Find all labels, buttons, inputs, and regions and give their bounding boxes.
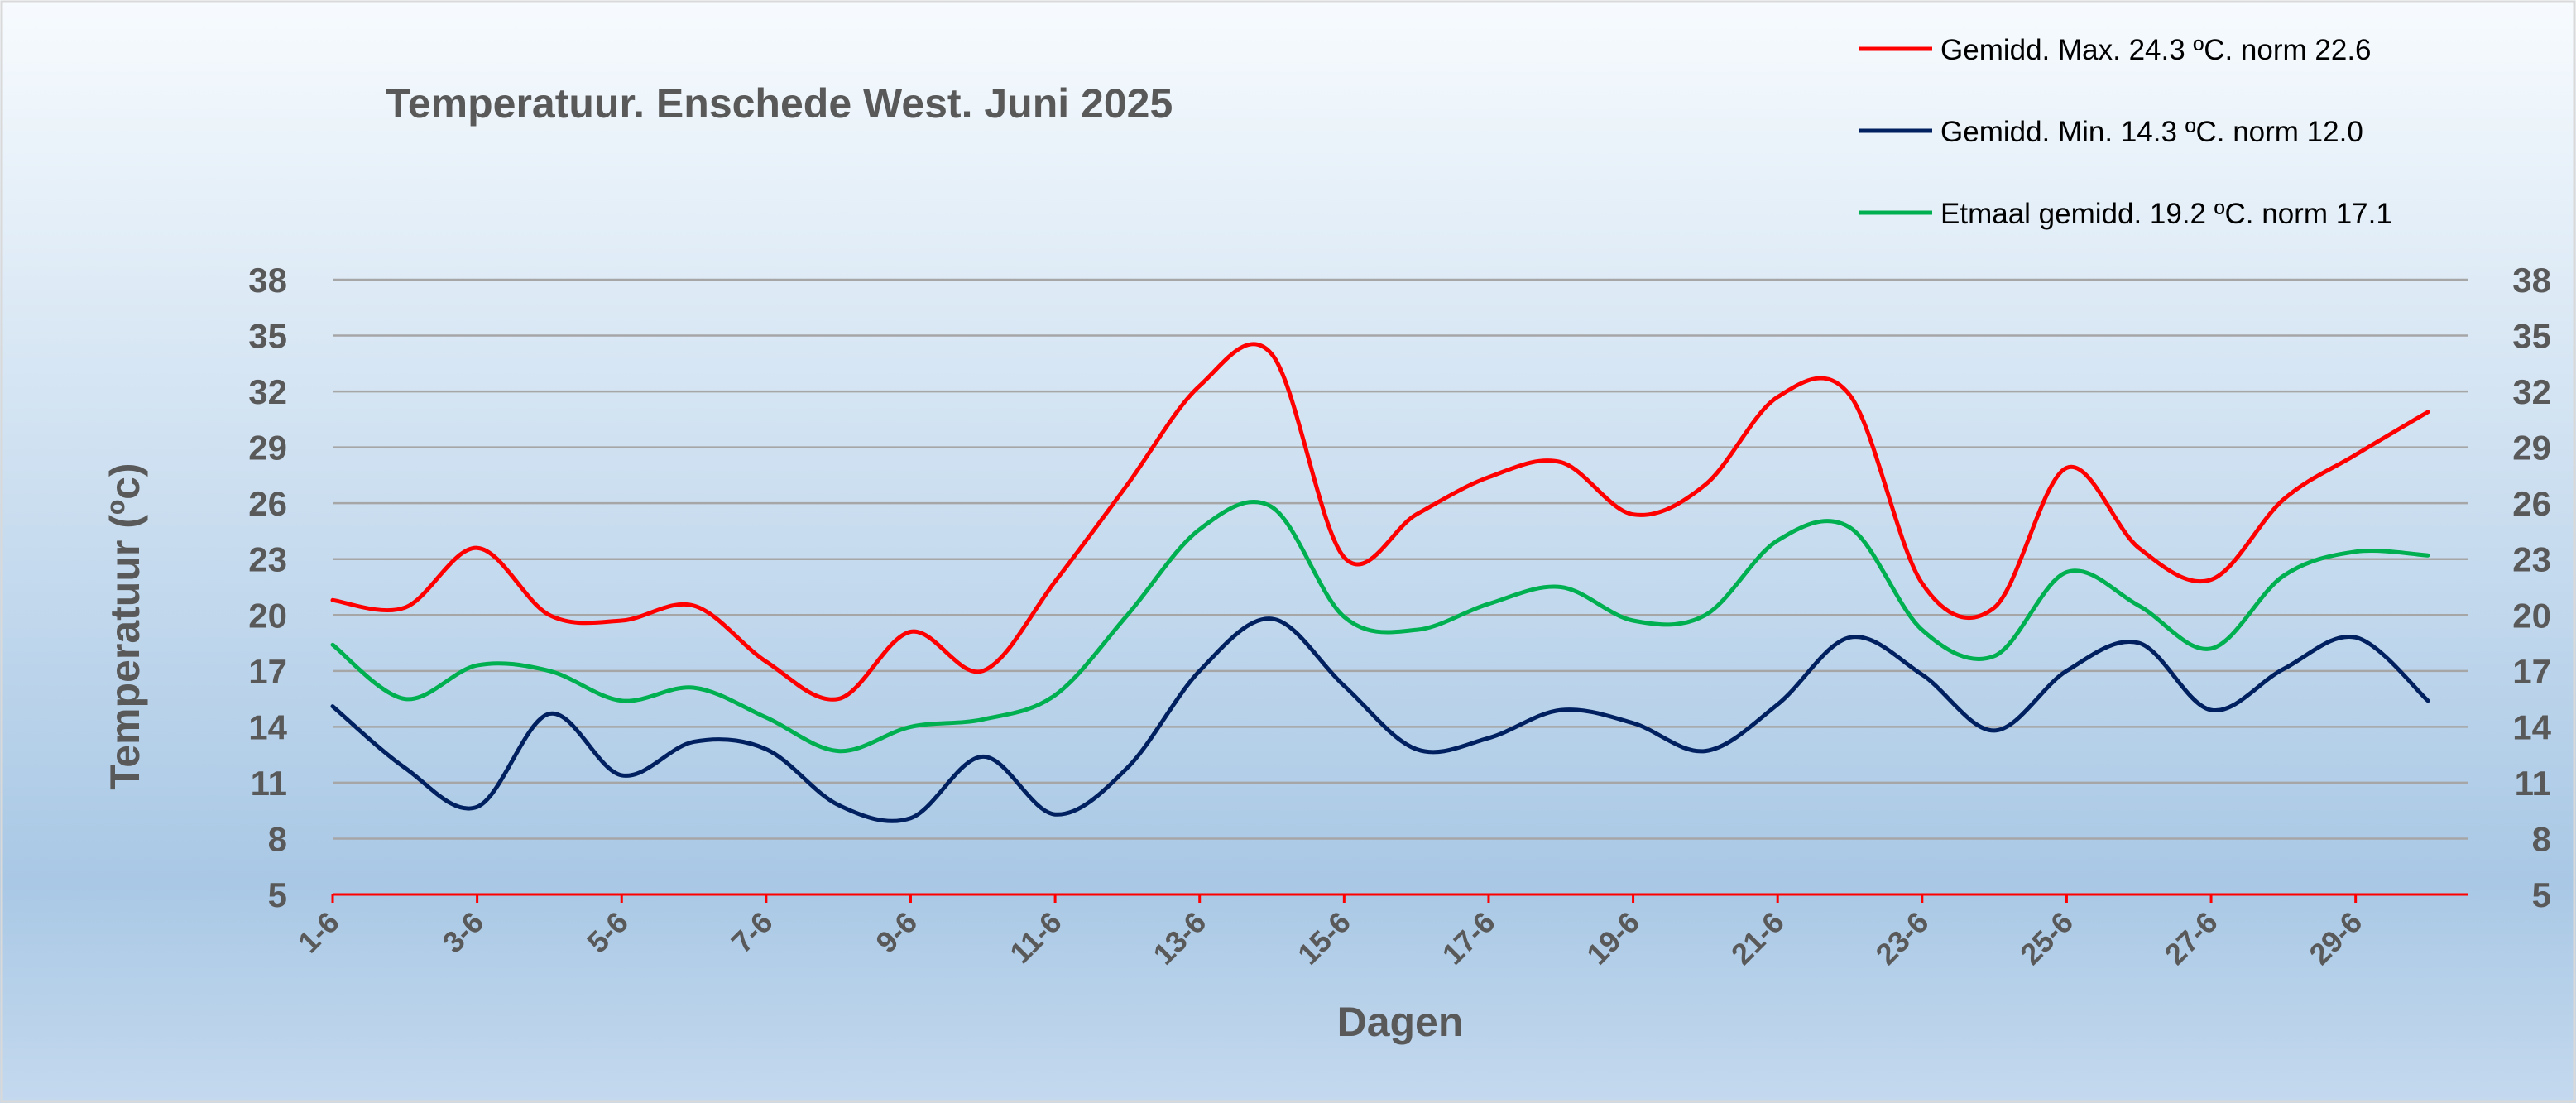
legend-item-mean-label: Etmaal gemidd. 19.2 ºC. norm 17.1: [1940, 198, 2392, 230]
y-tick-left-17: 17: [248, 652, 287, 691]
y-tick-left-29: 29: [248, 429, 287, 468]
y-tick-right-23: 23: [2512, 540, 2551, 579]
y-tick-left-35: 35: [248, 317, 287, 356]
y-tick-right-32: 32: [2512, 372, 2551, 411]
chart-title: Temperatuur. Enschede West. Juni 2025: [386, 80, 1173, 127]
y-tick-left-38: 38: [248, 261, 287, 300]
y-tick-right-17: 17: [2512, 652, 2551, 691]
series-line-max: [330, 342, 2430, 702]
x-axis-title: Dagen: [1337, 999, 1464, 1045]
y-tick-right-5: 5: [2532, 875, 2551, 914]
y-tick-left-8: 8: [268, 819, 287, 858]
y-tick-left-26: 26: [248, 484, 287, 523]
y-tick-right-38: 38: [2512, 261, 2551, 300]
series-line-mean: [330, 499, 2430, 754]
y-tick-left-23: 23: [248, 540, 287, 579]
y-tick-right-29: 29: [2512, 429, 2551, 468]
y-tick-left-32: 32: [248, 372, 287, 411]
y-tick-right-35: 35: [2512, 317, 2551, 356]
legend-item-max-label: Gemidd. Max. 24.3 ºC. norm 22.6: [1940, 34, 2372, 66]
y-axis-title: Temperatuur (ºc): [102, 463, 148, 789]
y-tick-left-20: 20: [248, 596, 287, 635]
series-line-min: [330, 616, 2430, 823]
y-tick-right-26: 26: [2512, 484, 2551, 523]
y-tick-left-11: 11: [251, 764, 287, 803]
legend-item-min-label: Gemidd. Min. 14.3 ºC. norm 12.0: [1940, 116, 2363, 148]
y-tick-left-14: 14: [248, 707, 287, 746]
y-tick-left-5: 5: [268, 875, 287, 914]
y-tick-right-8: 8: [2532, 819, 2551, 858]
y-tick-right-20: 20: [2512, 596, 2551, 635]
y-tick-right-14: 14: [2512, 707, 2551, 746]
y-tick-right-11: 11: [2515, 764, 2551, 803]
